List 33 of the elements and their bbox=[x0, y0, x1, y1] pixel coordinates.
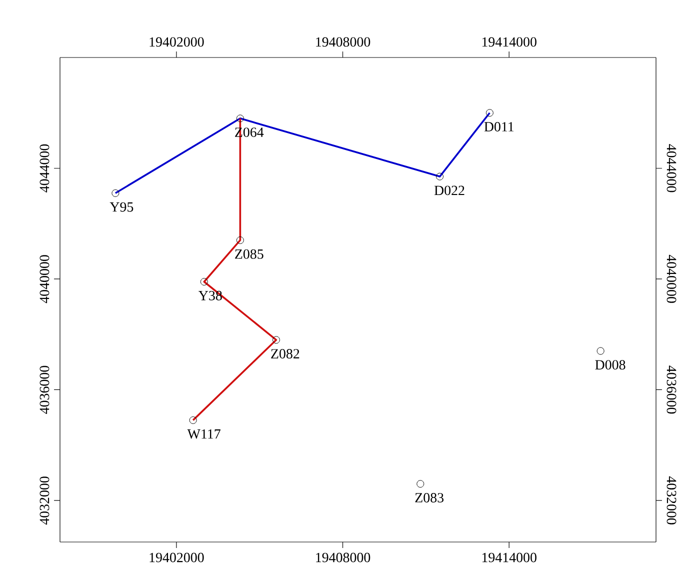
point bbox=[486, 109, 494, 117]
x2-tick-label: 19414000 bbox=[482, 37, 536, 47]
annotation: D022 bbox=[434, 186, 464, 196]
y-tick-label: 4040000 bbox=[40, 255, 50, 304]
y2-tick-label: 4044000 bbox=[666, 144, 676, 192]
point bbox=[189, 416, 197, 424]
annotation: Y95 bbox=[110, 202, 134, 212]
point bbox=[236, 236, 244, 244]
x2-tick-label: 19402000 bbox=[150, 37, 204, 47]
y2-tick-label: 4036000 bbox=[666, 366, 676, 414]
annotation: D011 bbox=[484, 122, 514, 132]
annotation: Z085 bbox=[235, 249, 264, 259]
x-tick-label: 19408000 bbox=[316, 552, 370, 562]
annotation: Z083 bbox=[415, 493, 444, 502]
point bbox=[200, 278, 208, 286]
y-tick-label: 4044000 bbox=[40, 144, 50, 192]
point bbox=[236, 114, 244, 122]
annotation: W117 bbox=[187, 429, 220, 439]
y2-tick-label: 4032000 bbox=[666, 476, 676, 524]
y-tick-label: 4036000 bbox=[40, 366, 50, 414]
point bbox=[596, 347, 604, 355]
point bbox=[436, 172, 444, 180]
annotation: Z082 bbox=[271, 349, 300, 358]
point bbox=[112, 189, 120, 197]
point bbox=[272, 336, 280, 344]
annotation: D008 bbox=[595, 360, 626, 370]
x-tick-label: 19414000 bbox=[482, 552, 536, 562]
y2-tick-label: 4040000 bbox=[666, 254, 676, 303]
point bbox=[416, 480, 424, 488]
y-tick-label: 4032000 bbox=[40, 476, 50, 525]
x2-tick-label: 19408000 bbox=[316, 37, 370, 47]
annotation: Y38 bbox=[198, 290, 222, 300]
x-tick-label: 19402000 bbox=[150, 552, 204, 562]
